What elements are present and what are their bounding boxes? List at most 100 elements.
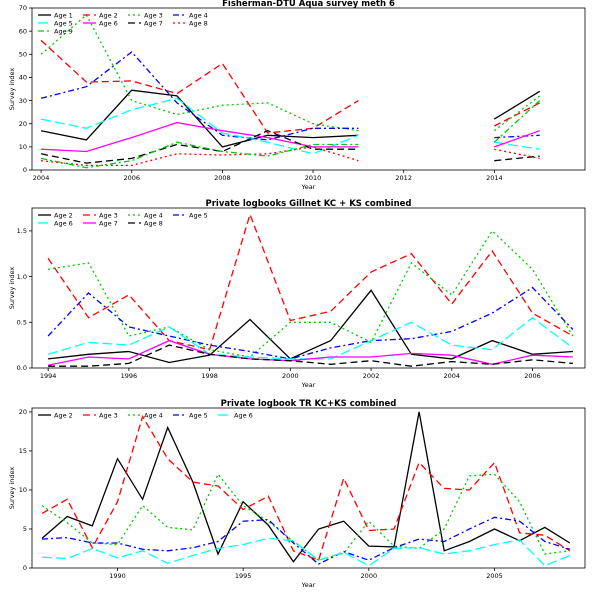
x-tick-label: 1998 — [201, 372, 218, 380]
x-tick-label: 2012 — [395, 174, 412, 182]
series-line-age-2 — [40, 39, 359, 134]
series-line-age-4 — [41, 473, 570, 561]
x-tick-label: 1996 — [121, 372, 138, 380]
y-tick-label: 10 — [19, 486, 27, 494]
series-line-age-6 — [494, 130, 540, 148]
y-tick-label: 5 — [23, 525, 27, 533]
legend-label: Age 4 — [189, 11, 208, 19]
x-tick-label: 1994 — [40, 372, 57, 380]
legend-label: Age 7 — [144, 19, 163, 27]
legend-label: Age 5 — [189, 211, 208, 219]
y-tick-label: 50 — [19, 50, 27, 58]
legend-label: Age 7 — [99, 219, 118, 227]
series-line-age-4 — [47, 229, 574, 358]
legend-label: Age 2 — [54, 211, 73, 219]
y-tick-label: 20 — [19, 408, 27, 416]
chart-title: Fisherman-DTU Aqua survey meth 6 — [222, 0, 395, 9]
legend-label: Age 8 — [189, 19, 208, 27]
legend-label: Age 8 — [144, 219, 163, 227]
series-line-age-6 — [42, 537, 571, 567]
y-tick-label: 30 — [19, 97, 27, 105]
series-group — [47, 212, 574, 367]
legend-label: Age 4 — [144, 411, 163, 419]
y-tick-label: 20 — [19, 120, 27, 128]
series-line-age-2 — [48, 289, 573, 364]
series-line-age-2 — [494, 102, 540, 127]
legend-label: Age 6 — [54, 219, 73, 227]
legend-label: Age 5 — [54, 19, 73, 27]
legend-label: Age 4 — [144, 211, 163, 219]
y-tick-label: 0.5 — [17, 318, 27, 326]
y-axis-label: Survey index — [8, 68, 16, 111]
charts-group: Fisherman-DTU Aqua survey meth 6 2004 2006… — [8, 0, 586, 589]
x-tick-label: 2004 — [33, 174, 50, 182]
series-group — [41, 411, 571, 567]
x-tick-label: 2005 — [486, 572, 503, 580]
x-tick-label: 1990 — [109, 572, 126, 580]
x-tick-label: 2004 — [444, 372, 461, 380]
legend-label: Age 3 — [99, 411, 118, 419]
legend-label: Age 3 — [144, 11, 163, 19]
legend: Age 2 Age 3 Age 4 Age 5 Age 6 — [38, 411, 253, 419]
x-tick-label: 2008 — [214, 174, 231, 182]
y-tick-label: 0.0 — [17, 364, 27, 372]
y-tick-label: 70 — [19, 4, 27, 12]
series-line-age-6 — [47, 316, 574, 360]
plot-frame — [31, 207, 586, 369]
plot-frame — [31, 7, 586, 171]
x-tick-label: 2014 — [486, 174, 503, 182]
legend-label: Age 5 — [189, 411, 208, 419]
x-axis-label: Year — [301, 581, 316, 589]
y-axis-label: Survey index — [8, 467, 16, 510]
series-line-age-4 — [494, 134, 540, 139]
chart-panel-1: Fisherman-DTU Aqua survey meth 6 2004 2006… — [8, 0, 586, 191]
legend-label: Age 6 — [99, 19, 118, 27]
series-line-age-3 — [493, 95, 541, 132]
x-tick-label: 2000 — [282, 372, 299, 380]
y-tick-label: 1.5 — [17, 227, 27, 235]
x-tick-label: 2002 — [363, 372, 380, 380]
y-tick-label: 0 — [23, 166, 27, 174]
series-line-age-8 — [48, 344, 573, 367]
series-line-age-5 — [47, 286, 574, 360]
series-line-age-3 — [41, 414, 571, 562]
series-line-age-1 — [493, 90, 541, 120]
chart-title: Private logbook TR KC+KS combined — [221, 399, 397, 409]
x-tick-label: 2000 — [361, 572, 378, 580]
legend-label: Age 9 — [54, 27, 73, 35]
y-tick-label: 40 — [19, 74, 27, 82]
chart-panel-2: Private logbooks Gillnet KC + KS combine… — [8, 199, 586, 389]
x-tick-label: 2010 — [305, 174, 322, 182]
series-line-age-4 — [40, 51, 359, 141]
series-line-age-5 — [40, 97, 359, 155]
y-axis-label: Survey index — [8, 267, 16, 310]
legend-label: Age 2 — [54, 411, 73, 419]
series-line-age-8 — [41, 146, 359, 167]
series-line-age-6 — [41, 121, 359, 153]
series-line-age-3 — [40, 13, 359, 132]
y-tick-label: 1.0 — [17, 273, 27, 281]
y-tick-label: 10 — [19, 143, 27, 151]
y-tick-label: 15 — [19, 447, 27, 455]
series-line-age-9 — [40, 141, 359, 169]
series-line-age-1 — [40, 89, 359, 148]
series-line-age-2 — [41, 411, 571, 563]
series-line-age-7 — [47, 339, 573, 366]
series-line-age-7 — [494, 155, 540, 162]
x-axis-label: Year — [301, 183, 316, 191]
plot-frame — [31, 407, 586, 569]
legend-label: Age 3 — [99, 211, 118, 219]
legend: Age 1 Age 2 Age 3 Age 4 Age 5 Age 6 Age 7 Age 8… — [38, 11, 208, 35]
series-line-age-3 — [47, 212, 574, 351]
legend-label: Age 2 — [99, 11, 118, 19]
legend-label: Age 1 — [54, 11, 73, 19]
x-tick-label: 1995 — [235, 572, 252, 580]
chart-panel-3: Private logbook TR KC+KS combined 1990 199… — [8, 399, 586, 589]
y-tick-label: 0 — [23, 564, 27, 572]
legend-label: Age 6 — [234, 411, 253, 419]
x-axis-label: Year — [301, 381, 316, 389]
x-tick-label: 2006 — [524, 372, 541, 380]
legend: Age 2 Age 3 Age 4 Age 5 Age 6 Age 7 Age 8 — [38, 211, 208, 227]
x-tick-label: 2006 — [123, 174, 140, 182]
series-line-age-5 — [494, 141, 540, 150]
